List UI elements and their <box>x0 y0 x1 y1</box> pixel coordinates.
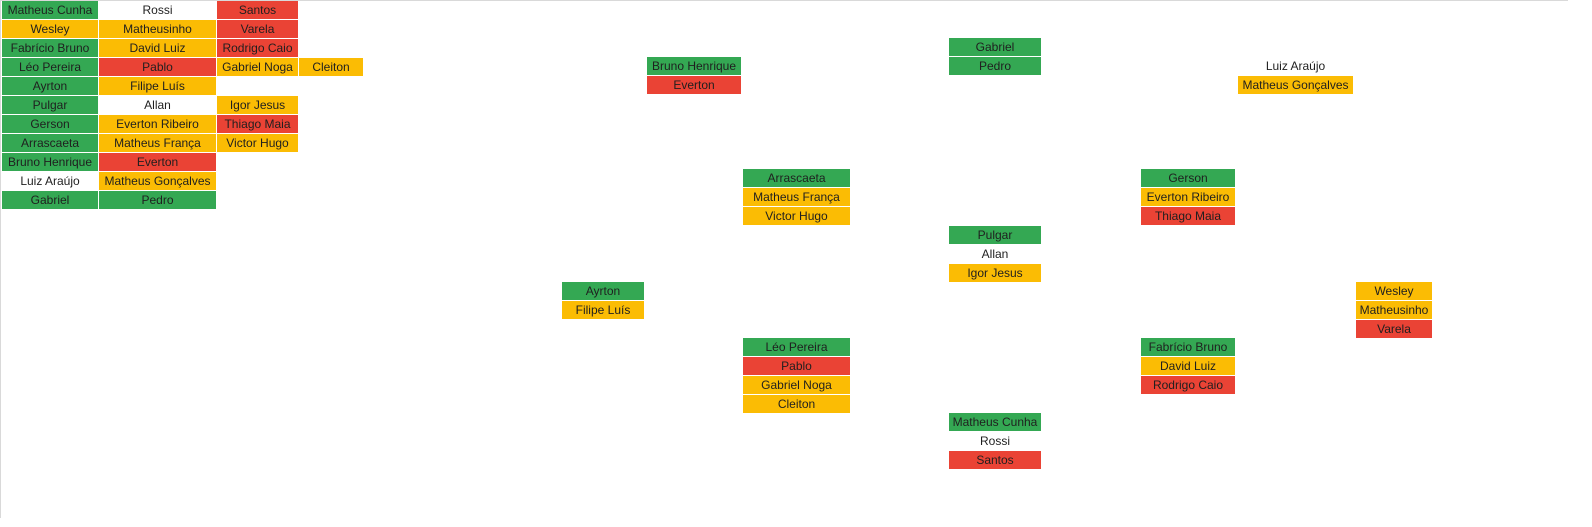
table-cell[interactable]: Filipe Luís <box>99 77 216 95</box>
formation-cell-pulgar[interactable]: Igor Jesus <box>949 264 1041 282</box>
formation-cell-fabricio-bruno[interactable]: Fabrício Bruno <box>1141 338 1235 356</box>
table-cell[interactable]: Rossi <box>142 3 173 17</box>
formation-cell-gerson[interactable]: Thiago Maia <box>1141 207 1235 225</box>
table-cell[interactable]: Matheus França <box>99 134 216 152</box>
table-cell[interactable]: Matheus Cunha <box>2 1 98 19</box>
table-cell[interactable]: Ayrton <box>2 77 98 95</box>
formation-cell-luiz-araujo[interactable]: Luiz Araújo <box>1265 59 1326 73</box>
table-cell[interactable]: Varela <box>217 20 298 38</box>
table-cell[interactable]: David Luiz <box>99 39 216 57</box>
table-cell[interactable]: Matheusinho <box>99 20 216 38</box>
formation-cell-wesley[interactable]: Matheusinho <box>1356 301 1432 319</box>
sheet-left-border <box>0 0 1 518</box>
formation-cell-arrascaeta[interactable]: Arrascaeta <box>743 169 850 187</box>
formation-cell-fabricio-bruno[interactable]: Rodrigo Caio <box>1141 376 1235 394</box>
table-cell[interactable]: Bruno Henrique <box>2 153 98 171</box>
table-cell[interactable]: Luiz Araújo <box>20 174 80 188</box>
formation-cell-ayrton[interactable]: Filipe Luís <box>562 301 644 319</box>
formation-cell-bruno-henrique[interactable]: Everton <box>647 76 741 94</box>
table-cell[interactable]: Rodrigo Caio <box>217 39 298 57</box>
formation-cell-pulgar[interactable]: Allan <box>981 247 1009 261</box>
table-cell[interactable]: Pulgar <box>2 96 98 114</box>
table-cell[interactable]: Pedro <box>99 191 216 209</box>
table-cell[interactable]: Everton Ribeiro <box>99 115 216 133</box>
formation-cell-arrascaeta[interactable]: Victor Hugo <box>743 207 850 225</box>
formation-cell-luiz-araujo[interactable]: Matheus Gonçalves <box>1238 76 1353 94</box>
formation-cell-matheus-cunha[interactable]: Santos <box>949 451 1041 469</box>
formation-cell-arrascaeta[interactable]: Matheus França <box>743 188 850 206</box>
formation-cell-matheus-cunha[interactable]: Rossi <box>979 434 1010 448</box>
formation-cell-gabriel[interactable]: Pedro <box>949 57 1041 75</box>
table-cell[interactable]: Igor Jesus <box>217 96 298 114</box>
formation-cell-gerson[interactable]: Everton Ribeiro <box>1141 188 1235 206</box>
table-cell[interactable]: Thiago Maia <box>217 115 298 133</box>
formation-cell-fabricio-bruno[interactable]: David Luiz <box>1141 357 1235 375</box>
table-cell[interactable]: Cleiton <box>299 58 363 76</box>
formation-cell-matheus-cunha[interactable]: Matheus Cunha <box>949 413 1041 431</box>
formation-cell-pulgar[interactable]: Pulgar <box>949 226 1041 244</box>
table-cell[interactable]: Pablo <box>99 58 216 76</box>
formation-cell-leo-pereira[interactable]: Pablo <box>743 357 850 375</box>
formation-cell-gerson[interactable]: Gerson <box>1141 169 1235 187</box>
formation-cell-wesley[interactable]: Varela <box>1356 320 1432 338</box>
table-cell[interactable]: Matheus Gonçalves <box>99 172 216 190</box>
table-cell[interactable]: Fabrício Bruno <box>2 39 98 57</box>
table-cell[interactable]: Gabriel <box>2 191 98 209</box>
sheet-top-border <box>0 0 1568 1</box>
table-cell[interactable]: Arrascaeta <box>2 134 98 152</box>
formation-cell-leo-pereira[interactable]: Léo Pereira <box>743 338 850 356</box>
table-cell[interactable]: Victor Hugo <box>217 134 298 152</box>
formation-cell-leo-pereira[interactable]: Cleiton <box>743 395 850 413</box>
formation-cell-ayrton[interactable]: Ayrton <box>562 282 644 300</box>
table-cell[interactable]: Léo Pereira <box>2 58 98 76</box>
table-cell[interactable]: Gabriel Noga <box>217 58 298 76</box>
table-cell[interactable]: Santos <box>217 1 298 19</box>
formation-cell-bruno-henrique[interactable]: Bruno Henrique <box>647 57 741 75</box>
formation-cell-leo-pereira[interactable]: Gabriel Noga <box>743 376 850 394</box>
formation-cell-gabriel[interactable]: Gabriel <box>949 38 1041 56</box>
table-cell[interactable]: Everton <box>99 153 216 171</box>
table-cell[interactable]: Allan <box>144 98 171 112</box>
formation-cell-wesley[interactable]: Wesley <box>1356 282 1432 300</box>
table-cell[interactable]: Wesley <box>2 20 98 38</box>
table-cell[interactable]: Gerson <box>2 115 98 133</box>
